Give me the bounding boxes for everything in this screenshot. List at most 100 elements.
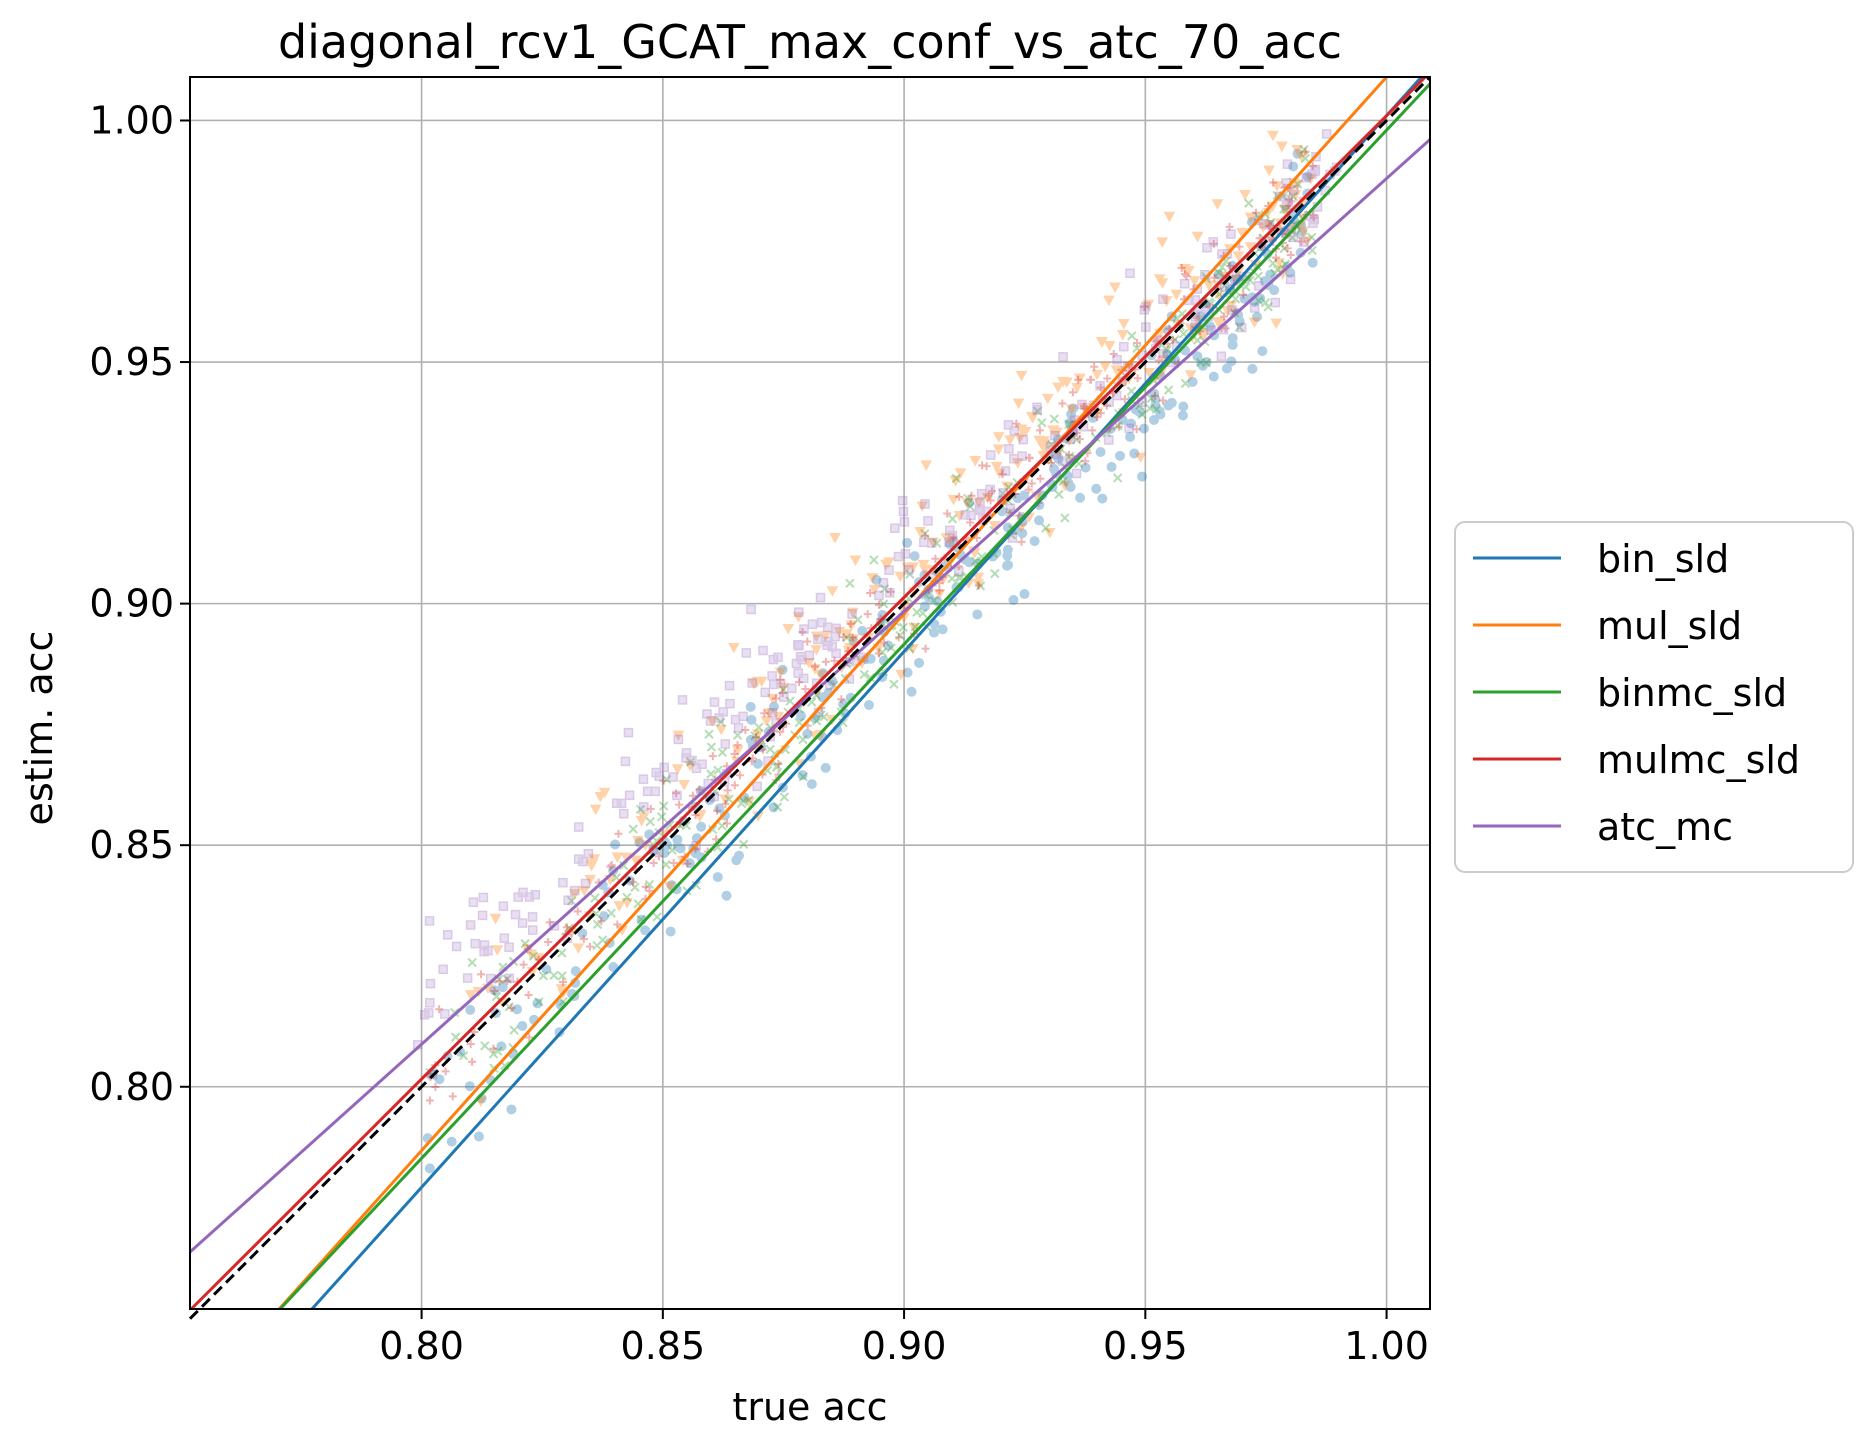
data-point-bin_sld — [1192, 351, 1203, 362]
data-point-atc_mc — [900, 549, 911, 559]
data-point-binmc_sld — [1056, 444, 1066, 454]
data-point-binmc_sld — [1300, 153, 1311, 164]
data-point-mulmc_sld — [776, 675, 785, 684]
data-point-bin_sld — [1292, 148, 1303, 159]
data-point-mul_sld — [907, 562, 920, 573]
data-point-mulmc_sld — [798, 627, 807, 636]
data-point-atc_mc — [797, 655, 807, 665]
data-point-mulmc_sld — [466, 1040, 475, 1049]
data-point-bin_sld — [1234, 316, 1245, 327]
data-point-binmc_sld — [652, 912, 662, 922]
data-point-binmc_sld — [1219, 280, 1230, 291]
data-point-bin_sld — [1177, 410, 1188, 421]
data-point-mul_sld — [1117, 318, 1130, 330]
data-point-atc_mc — [738, 711, 748, 722]
data-point-mulmc_sld — [721, 799, 730, 808]
scatter-points — [413, 129, 1342, 1174]
data-point-mul_sld — [981, 493, 994, 504]
data-point-atc_mc — [1310, 164, 1321, 175]
data-point-atc_mc — [746, 604, 756, 615]
data-point-bin_sld — [1166, 397, 1177, 408]
data-point-bin_sld — [1221, 363, 1232, 374]
data-point-atc_mc — [1125, 268, 1135, 279]
data-point-mul_sld — [917, 559, 930, 571]
data-point-atc_mc — [573, 822, 584, 832]
data-point-mul_sld — [1273, 258, 1286, 269]
data-point-mulmc_sld — [1027, 479, 1036, 488]
data-point-bin_sld — [1239, 293, 1250, 304]
data-point-mulmc_sld — [695, 785, 704, 794]
data-point-mulmc_sld — [1284, 195, 1293, 204]
data-point-bin_sld — [1048, 463, 1059, 474]
data-point-mulmc_sld — [987, 487, 996, 496]
data-point-binmc_sld — [1253, 271, 1264, 281]
data-point-mulmc_sld — [1182, 272, 1191, 281]
data-point-atc_mc — [1249, 303, 1260, 313]
data-point-bin_sld — [1002, 550, 1013, 561]
data-point-mul_sld — [1142, 299, 1155, 311]
data-point-mul_sld — [763, 708, 776, 720]
data-point-atc_mc — [702, 709, 712, 719]
data-point-mulmc_sld — [1235, 242, 1244, 251]
y-axis-ticks: 0.80 0.85 0.90 0.95 1.00 — [89, 98, 190, 1109]
data-point-mulmc_sld — [741, 726, 750, 735]
data-point-atc_mc — [620, 756, 631, 767]
data-point-mul_sld — [1116, 330, 1129, 341]
data-point-atc_mc — [510, 909, 521, 920]
data-point-binmc_sld — [1279, 243, 1289, 254]
data-point-binmc_sld — [480, 1041, 490, 1051]
data-point-atc_mc — [1216, 351, 1227, 362]
data-point-atc_mc — [893, 551, 904, 562]
data-point-mul_sld — [866, 573, 879, 584]
chart-title: diagonal_rcv1_GCAT_max_conf_vs_atc_70_ac… — [278, 15, 1342, 69]
data-point-mul_sld — [840, 629, 853, 640]
data-point-binmc_sld — [1234, 322, 1245, 332]
data-point-mulmc_sld — [774, 759, 783, 768]
data-point-bin_sld — [1187, 376, 1198, 387]
data-point-mul_sld — [972, 572, 985, 584]
data-point-mulmc_sld — [760, 709, 769, 718]
data-point-binmc_sld — [1032, 406, 1043, 416]
data-point-mulmc_sld — [1140, 302, 1149, 311]
data-point-mul_sld — [672, 730, 685, 742]
data-point-bin_sld — [1149, 414, 1160, 425]
data-point-mulmc_sld — [468, 1057, 477, 1066]
data-point-mul_sld — [918, 564, 931, 576]
data-point-atc_mc — [822, 640, 832, 650]
data-point-binmc_sld — [1244, 198, 1254, 208]
data-point-bin_sld — [914, 657, 925, 668]
data-point-atc_mc — [1288, 232, 1299, 243]
data-point-mul_sld — [845, 620, 858, 632]
data-point-atc_mc — [1005, 503, 1016, 514]
data-point-mul_sld — [847, 634, 860, 645]
data-point-mul_sld — [847, 607, 859, 619]
data-point-atc_mc — [677, 695, 688, 705]
data-point-binmc_sld — [717, 747, 728, 758]
data-point-bin_sld — [1288, 161, 1299, 172]
data-point-binmc_sld — [1292, 179, 1303, 189]
y-tick-label: 0.85 — [89, 823, 174, 867]
data-point-mul_sld — [1232, 251, 1245, 262]
data-point-bin_sld — [684, 858, 695, 869]
data-point-bin_sld — [598, 911, 609, 922]
data-point-mul_sld — [1004, 435, 1016, 446]
x-tick-label: 1.00 — [1344, 1324, 1429, 1368]
data-point-atc_mc — [1139, 304, 1150, 315]
data-point-atc_mc — [513, 892, 523, 902]
data-point-mulmc_sld — [998, 470, 1007, 479]
data-point-atc_mc — [638, 774, 649, 784]
data-point-mul_sld — [1109, 282, 1121, 294]
data-point-binmc_sld — [947, 573, 957, 584]
data-point-binmc_sld — [597, 935, 608, 945]
data-point-atc_mc — [642, 786, 653, 797]
data-point-mul_sld — [613, 901, 626, 912]
data-point-bin_sld — [932, 596, 943, 607]
data-point-bin_sld — [1068, 403, 1079, 414]
data-point-bin_sld — [972, 609, 983, 620]
data-point-atc_mc — [558, 877, 568, 888]
data-point-mulmc_sld — [1168, 335, 1177, 344]
data-point-atc_mc — [578, 856, 588, 867]
x-tick-label: 0.95 — [1103, 1324, 1188, 1368]
data-point-mulmc_sld — [1271, 253, 1280, 262]
data-point-atc_mc — [623, 727, 634, 738]
